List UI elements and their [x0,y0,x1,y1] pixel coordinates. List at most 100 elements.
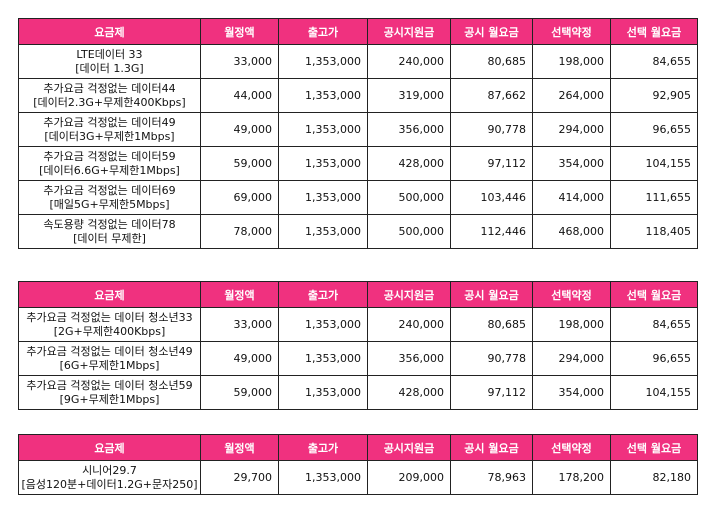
release-price-cell: 1,353,000 [278,180,368,215]
plan-name-cell: LTE데이터 33 [데이터 1.3G] [18,44,201,79]
plan-name: 시니어29.7 [82,463,137,477]
monthly-fee-cell: 69,000 [200,180,279,215]
plan-detail: [6G+무제한1Mbps] [59,358,160,372]
plan-detail: [데이터 1.3G] [75,61,144,75]
release-price-cell: 1,353,000 [278,307,368,342]
release-price-cell: 1,353,000 [278,146,368,181]
rate-table-senior: 요금제 월정액 출고가 공시지원금 공시 월요금 선택약정 선택 월요금 시니어29.7 [음… [18,434,698,495]
subsidy-monthly-cell: 80,685 [450,307,533,342]
table-row: 추가요금 걱정없는 데이터49 [데이터3G+무제한1Mbps] 49,000 1,3… [18,112,698,147]
table-header-row: 요금제 월정액 출고가 공시지원금 공시 월요금 선택약정 선택 월요금 [18,434,698,461]
subsidy-cell: 240,000 [367,44,451,79]
plan-header: 요금제 [18,281,201,308]
selective-monthly-header: 선택 월요금 [610,18,698,45]
selective-discount-cell: 294,000 [532,112,611,147]
plan-detail: [9G+무제한1Mbps] [59,392,160,406]
subsidy-monthly-cell: 103,446 [450,180,533,215]
subsidy-monthly-header: 공시 월요금 [450,281,533,308]
table-header-row: 요금제 월정액 출고가 공시지원금 공시 월요금 선택약정 선택 월요금 [18,18,698,45]
subsidy-cell: 209,000 [367,460,451,495]
subsidy-header: 공시지원금 [367,434,451,461]
selective-monthly-cell: 104,155 [610,375,698,410]
subsidy-monthly-cell: 112,446 [450,214,533,249]
subsidy-monthly-cell: 87,662 [450,78,533,113]
subsidy-cell: 319,000 [367,78,451,113]
monthly-fee-cell: 33,000 [200,44,279,79]
table-row: 추가요금 걱정없는 데이터44 [데이터2.3G+무제한400Kbps] 44,00… [18,78,698,113]
plan-name-cell: 시니어29.7 [음성120분+데이터1.2G+문자250] [18,460,201,495]
release-price-cell: 1,353,000 [278,341,368,376]
subsidy-monthly-cell: 90,778 [450,112,533,147]
subsidy-monthly-cell: 80,685 [450,44,533,79]
rate-table-youth: 요금제 월정액 출고가 공시지원금 공시 월요금 선택약정 선택 월요금 추가요금 걱정없는… [18,281,698,410]
subsidy-header: 공시지원금 [367,18,451,45]
release-price-header: 출고가 [278,18,368,45]
release-price-cell: 1,353,000 [278,460,368,495]
subsidy-cell: 428,000 [367,146,451,181]
selective-discount-cell: 198,000 [532,44,611,79]
subsidy-monthly-cell: 78,963 [450,460,533,495]
table-header-row: 요금제 월정액 출고가 공시지원금 공시 월요금 선택약정 선택 월요금 [18,281,698,308]
plan-name: 추가요금 걱정없는 데이터69 [43,183,176,197]
selective-monthly-cell: 82,180 [610,460,698,495]
plan-name: 추가요금 걱정없는 데이터44 [43,81,176,95]
selective-discount-cell: 294,000 [532,341,611,376]
table-row: 추가요금 걱정없는 데이터69 [매일5G+무제한5Mbps] 69,000 1,35… [18,180,698,215]
selective-monthly-cell: 92,905 [610,78,698,113]
monthly-fee-cell: 59,000 [200,146,279,181]
subsidy-monthly-header: 공시 월요금 [450,434,533,461]
subsidy-cell: 500,000 [367,180,451,215]
plan-name: LTE데이터 33 [76,47,143,61]
table-row: 시니어29.7 [음성120분+데이터1.2G+문자250] 29,700 1,353… [18,460,698,495]
plan-name: 추가요금 걱정없는 데이터49 [43,115,176,129]
monthly-fee-cell: 78,000 [200,214,279,249]
subsidy-header: 공시지원금 [367,281,451,308]
rate-table-regular: 요금제 월정액 출고가 공시지원금 공시 월요금 선택약정 선택 월요금 LTE데이터 33… [18,18,698,249]
table-row: 속도용량 걱정없는 데이터78 [데이터 무제한] 78,000 1,353,000 5… [18,214,698,249]
subsidy-cell: 356,000 [367,112,451,147]
monthly-fee-cell: 49,000 [200,341,279,376]
selective-monthly-cell: 96,655 [610,112,698,147]
selective-discount-cell: 354,000 [532,146,611,181]
selective-discount-cell: 178,200 [532,460,611,495]
monthly-fee-cell: 59,000 [200,375,279,410]
plan-header: 요금제 [18,18,201,45]
plan-name-cell: 추가요금 걱정없는 데이터 청소년33 [2G+무제한400Kbps] [18,307,201,342]
selective-discount-header: 선택약정 [532,281,611,308]
monthly-fee-header: 월정액 [200,434,279,461]
selective-discount-cell: 264,000 [532,78,611,113]
plan-name-cell: 속도용량 걱정없는 데이터78 [데이터 무제한] [18,214,201,249]
table-row: 추가요금 걱정없는 데이터 청소년33 [2G+무제한400Kbps] 33,000… [18,307,698,342]
selective-monthly-cell: 84,655 [610,307,698,342]
selective-discount-cell: 354,000 [532,375,611,410]
release-price-cell: 1,353,000 [278,375,368,410]
subsidy-monthly-cell: 97,112 [450,146,533,181]
plan-detail: [매일5G+무제한5Mbps] [49,197,170,211]
plan-name-cell: 추가요금 걱정없는 데이터69 [매일5G+무제한5Mbps] [18,180,201,215]
monthly-fee-cell: 29,700 [200,460,279,495]
table-row: 추가요금 걱정없는 데이터 청소년49 [6G+무제한1Mbps] 49,000 1,… [18,341,698,376]
selective-monthly-header: 선택 월요금 [610,281,698,308]
selective-monthly-header: 선택 월요금 [610,434,698,461]
plan-name-cell: 추가요금 걱정없는 데이터 청소년59 [9G+무제한1Mbps] [18,375,201,410]
plan-detail: [데이터6.6G+무제한1Mbps] [39,163,180,177]
subsidy-cell: 428,000 [367,375,451,410]
subsidy-cell: 240,000 [367,307,451,342]
table-row: 추가요금 걱정없는 데이터59 [데이터6.6G+무제한1Mbps] 59,000 1… [18,146,698,181]
monthly-fee-header: 월정액 [200,18,279,45]
subsidy-monthly-header: 공시 월요금 [450,18,533,45]
plan-name-cell: 추가요금 걱정없는 데이터59 [데이터6.6G+무제한1Mbps] [18,146,201,181]
release-price-cell: 1,353,000 [278,214,368,249]
selective-discount-header: 선택약정 [532,434,611,461]
table-row: 추가요금 걱정없는 데이터 청소년59 [9G+무제한1Mbps] 59,000 1,… [18,375,698,410]
plan-name: 추가요금 걱정없는 데이터59 [43,149,176,163]
release-price-cell: 1,353,000 [278,78,368,113]
selective-monthly-cell: 118,405 [610,214,698,249]
plan-detail: [데이터3G+무제한1Mbps] [44,129,175,143]
plan-name-cell: 추가요금 걱정없는 데이터 청소년49 [6G+무제한1Mbps] [18,341,201,376]
release-price-header: 출고가 [278,281,368,308]
subsidy-cell: 500,000 [367,214,451,249]
selective-discount-cell: 468,000 [532,214,611,249]
release-price-cell: 1,353,000 [278,44,368,79]
monthly-fee-cell: 44,000 [200,78,279,113]
